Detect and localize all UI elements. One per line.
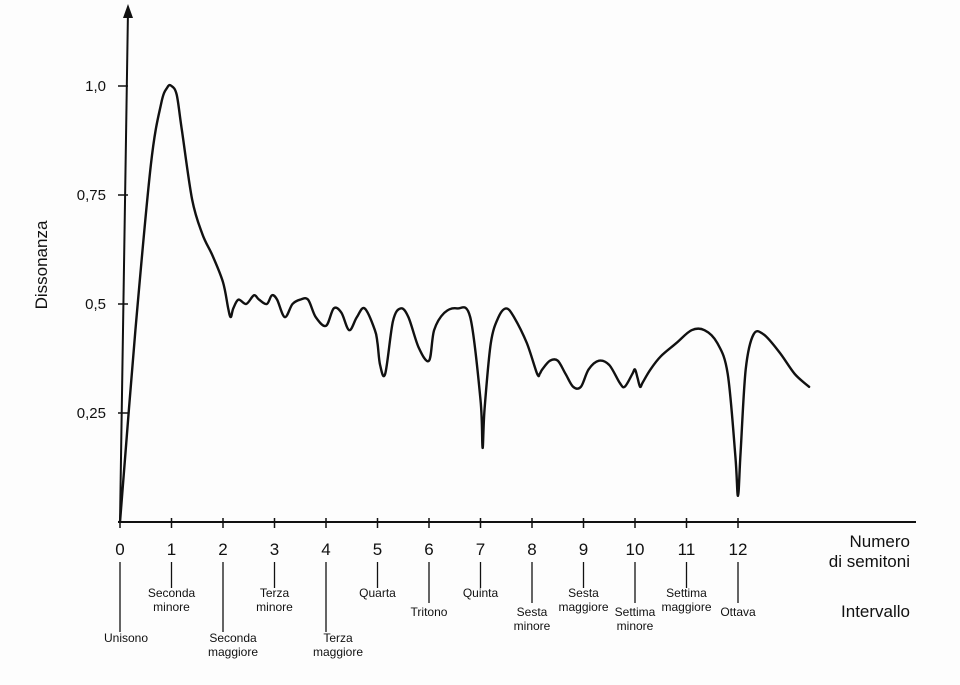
interval-label: Tritono	[411, 605, 448, 619]
interval-label: Unisono	[104, 631, 148, 645]
y-ticks: 0,25 0,5 0,75 1,0	[77, 78, 128, 422]
interval-label: Terza minore	[256, 586, 293, 614]
x-tick-label: 8	[527, 540, 536, 559]
interval-label: Seconda maggiore	[208, 631, 258, 659]
y-axis-arrow	[123, 4, 133, 18]
x-tick-label: 0	[115, 540, 124, 559]
x-tick-label: 9	[579, 540, 588, 559]
y-tick-label: 0,5	[85, 296, 106, 313]
x-tick-label: 11	[678, 540, 696, 559]
y-axis-label: Dissonanza	[32, 220, 51, 309]
interval-labels: Unisono Seconda minore Seconda maggiore Terza…	[104, 562, 756, 659]
x-tick-label: 12	[729, 540, 748, 559]
y-tick-label: 0,75	[77, 187, 106, 204]
interval-label: Sesta maggiore	[558, 586, 608, 614]
y-tick-label: 0,25	[77, 405, 106, 422]
y-axis	[119, 9, 129, 523]
x-ticks: 0 1 2 3 4 5 6 7 8 9 10 11 12	[115, 518, 747, 559]
interval-label: Settima minore	[615, 605, 656, 633]
x-tick-label: 6	[424, 540, 433, 559]
intervals-title: Intervallo	[841, 602, 910, 621]
interval-label: Ottava	[720, 605, 756, 619]
interval-label: Terza maggiore	[313, 631, 363, 659]
x-tick-label: 7	[476, 540, 485, 559]
interval-label: Sesta minore	[514, 605, 551, 633]
x-tick-label: 10	[626, 540, 645, 559]
interval-label: Seconda minore	[148, 586, 196, 614]
interval-label: Settima maggiore	[661, 586, 711, 614]
x-tick-label: 5	[373, 540, 382, 559]
interval-label: Quinta	[463, 586, 499, 600]
dissonance-line	[118, 83, 811, 524]
x-axis-label: Numero di semitoni	[829, 532, 910, 571]
x-tick-label: 2	[218, 540, 227, 559]
interval-label: Quarta	[359, 586, 396, 600]
x-tick-label: 1	[167, 540, 176, 559]
x-tick-label: 3	[270, 540, 279, 559]
y-tick-label: 1,0	[85, 78, 106, 95]
x-tick-label: 4	[321, 540, 330, 559]
